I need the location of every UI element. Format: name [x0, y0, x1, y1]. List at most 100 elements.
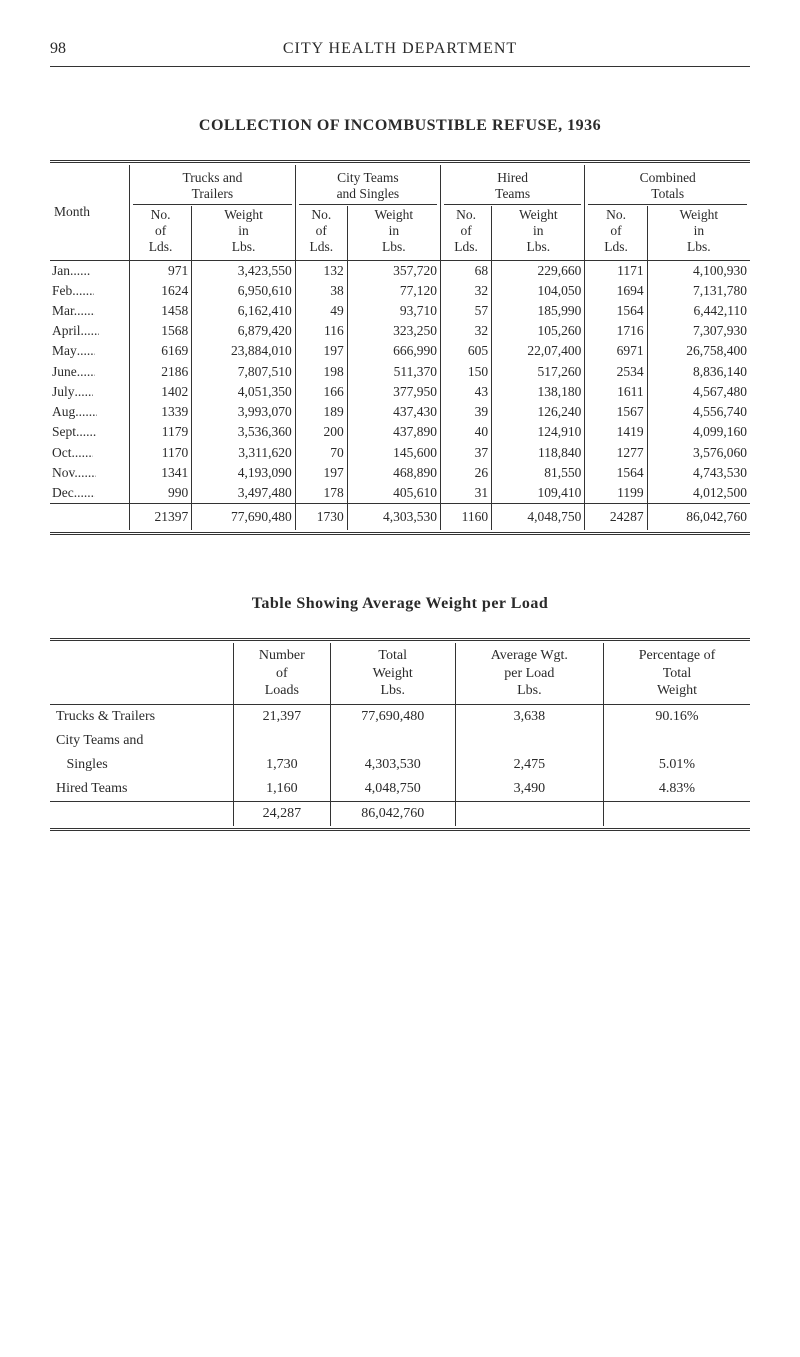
grp-city-l2: and Singles [337, 186, 400, 201]
cell: 200 [295, 422, 347, 442]
cell: 1170 [129, 443, 191, 463]
row-label: Hired Teams [50, 777, 233, 802]
cell: 2534 [585, 362, 647, 382]
grp-trucks-l1: Trucks and [182, 170, 242, 185]
cell: 6,950,610 [192, 281, 296, 301]
cell: 1171 [585, 260, 647, 281]
table-row: City Teams and [50, 729, 750, 753]
grp-trucks: Trucks and Trailers [129, 165, 295, 206]
t2-h2: Number of Loads [233, 643, 330, 704]
cell [604, 729, 751, 753]
cell: 77,690,480 [330, 704, 455, 729]
avg-table: Number of Loads Total Weight Lbs. Averag… [50, 643, 750, 826]
cell: 93,710 [347, 301, 440, 321]
cell: 8,836,140 [647, 362, 750, 382]
cell: 1179 [129, 422, 191, 442]
grp-city: City Teams and Singles [295, 165, 440, 206]
t2-totals-row: 24,287 86,042,760 [50, 801, 750, 826]
cell: 4,100,930 [647, 260, 750, 281]
t2-h3: Total Weight Lbs. [330, 643, 455, 704]
month-cell: Sept....... [50, 422, 129, 442]
cell: 23,884,010 [192, 341, 296, 361]
cell: 6,879,420 [192, 321, 296, 341]
cell: 357,720 [347, 260, 440, 281]
row-label: Singles [50, 753, 233, 777]
cell: 21,397 [233, 704, 330, 729]
cell: 32 [440, 281, 491, 301]
cell [330, 729, 455, 753]
month-cell: June...... [50, 362, 129, 382]
section1-title: COLLECTION OF INCOMBUSTIBLE REFUSE, 1936 [50, 117, 750, 135]
total-g: 24287 [585, 504, 647, 531]
cell: 229,660 [492, 260, 585, 281]
cell: 68 [440, 260, 491, 281]
sub-wt-3: WeightinLbs. [492, 206, 585, 260]
cell: 1564 [585, 463, 647, 483]
cell: 2,475 [455, 753, 603, 777]
cell: 3,993,070 [192, 402, 296, 422]
cell: 7,131,780 [647, 281, 750, 301]
cell: 6,442,110 [647, 301, 750, 321]
cell: 132 [295, 260, 347, 281]
cell [233, 729, 330, 753]
sub-no-1: No.ofLds. [129, 206, 191, 260]
cell: 1716 [585, 321, 647, 341]
cell: 437,890 [347, 422, 440, 442]
cell: 118,840 [492, 443, 585, 463]
cell: 26 [440, 463, 491, 483]
cell: 511,370 [347, 362, 440, 382]
table-row: June......21867,807,510198511,370150517,… [50, 362, 750, 382]
cell: 189 [295, 402, 347, 422]
grp-hired: Hired Teams [440, 165, 584, 206]
cell: 7,807,510 [192, 362, 296, 382]
cell [455, 729, 603, 753]
total-e: 1160 [440, 504, 491, 531]
cell: 7,307,930 [647, 321, 750, 341]
month-cell: July...... [50, 382, 129, 402]
table-row: May......616923,884,010197666,99060522,0… [50, 341, 750, 361]
cell: 109,410 [492, 483, 585, 504]
cell: 3,536,360 [192, 422, 296, 442]
cell: 22,07,400 [492, 341, 585, 361]
cell: 1,160 [233, 777, 330, 802]
cell: 4,099,160 [647, 422, 750, 442]
cell: 104,050 [492, 281, 585, 301]
cell: 6971 [585, 341, 647, 361]
cell: 405,610 [347, 483, 440, 504]
table-row: Sept.......11793,536,360200437,89040124,… [50, 422, 750, 442]
cell: 3,490 [455, 777, 603, 802]
cell: 1624 [129, 281, 191, 301]
total-c: 1730 [295, 504, 347, 531]
cell: 377,950 [347, 382, 440, 402]
cell: 38 [295, 281, 347, 301]
cell: 105,260 [492, 321, 585, 341]
table-row: Nov.......13414,193,090197468,8902681,55… [50, 463, 750, 483]
cell: 4,051,350 [192, 382, 296, 402]
month-cell: Nov....... [50, 463, 129, 483]
sub-wt-4: WeightinLbs. [647, 206, 750, 260]
cell: 1341 [129, 463, 191, 483]
refuse-table: Month Trucks and Trailers City Teams and… [50, 165, 750, 530]
cell: 116 [295, 321, 347, 341]
cell: 437,430 [347, 402, 440, 422]
cell: 1567 [585, 402, 647, 422]
grp-comb-l2: Totals [651, 186, 684, 201]
table-row: Aug.......13393,993,070189437,43039126,2… [50, 402, 750, 422]
cell: 77,120 [347, 281, 440, 301]
sub-wt-1: WeightinLbs. [192, 206, 296, 260]
cell: 605 [440, 341, 491, 361]
total-h: 86,042,760 [647, 504, 750, 531]
cell: 4,048,750 [330, 777, 455, 802]
cell: 1277 [585, 443, 647, 463]
total-f: 4,048,750 [492, 504, 585, 531]
cell: 468,890 [347, 463, 440, 483]
cell: 197 [295, 463, 347, 483]
month-cell: April...... [50, 321, 129, 341]
sub-wt-2: WeightinLbs. [347, 206, 440, 260]
cell: 37 [440, 443, 491, 463]
page-header: 98 CITY HEALTH DEPARTMENT [50, 40, 750, 67]
table-row: Jan.......9713,423,550132357,72068229,66… [50, 260, 750, 281]
table-row: Hired Teams1,1604,048,7503,4904.83% [50, 777, 750, 802]
cell: 4,193,090 [192, 463, 296, 483]
grp-hired-l2: Teams [495, 186, 530, 201]
